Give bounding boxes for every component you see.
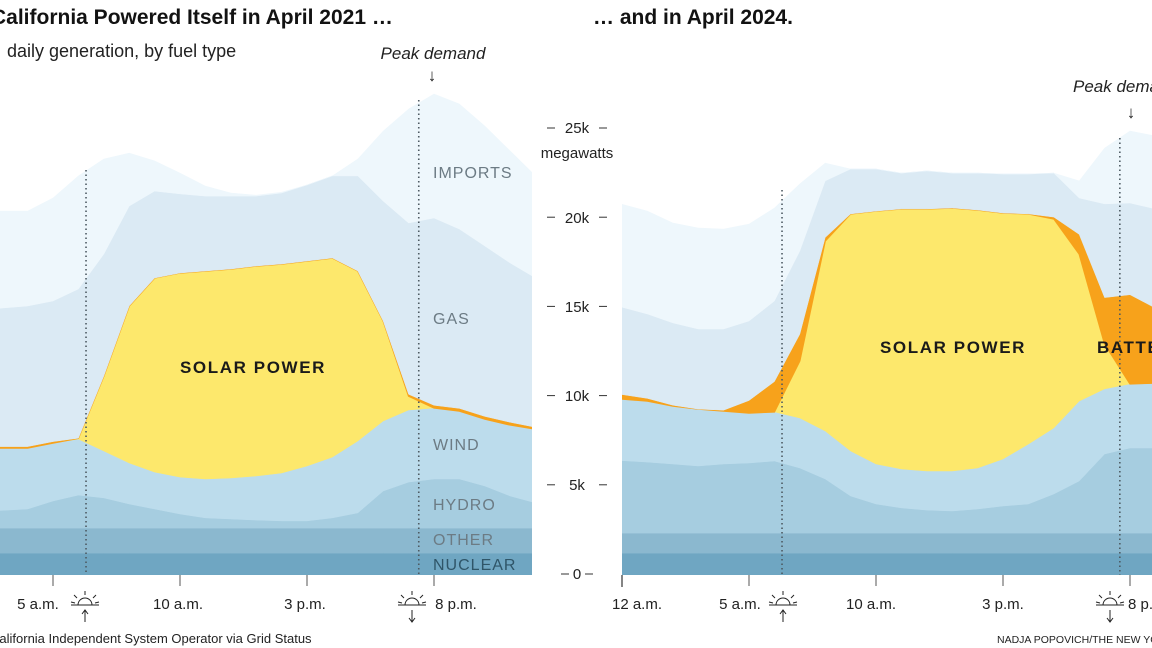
area-other-2024 xyxy=(622,532,1152,554)
x-tick-label: 3 p.m. xyxy=(982,596,1024,613)
label-nuclear: NUCLEAR xyxy=(433,557,516,574)
x-tick-label: 8 p.m. xyxy=(435,596,477,613)
y-tick-label: 5k xyxy=(569,477,585,494)
y-tick-label: 20k xyxy=(565,210,590,227)
label-gas: GAS xyxy=(433,311,470,328)
down-arrow-icon: ↓ xyxy=(428,66,437,85)
y-axis-unit: megawatts xyxy=(541,145,614,162)
peak-demand-label-2024: Peak demand xyxy=(1073,77,1152,96)
label-solar-2021: SOLAR POWER xyxy=(180,358,326,377)
label-other: OTHER xyxy=(433,532,494,549)
x-tick-label: 3 p.m. xyxy=(284,596,326,613)
chart-title-2021: California Powered Itself in April 2021 … xyxy=(0,6,393,29)
chart-2021-areas xyxy=(0,93,532,575)
y-axis: 25k megawatts 20k 15k 10k 5k 0 xyxy=(541,120,614,583)
label-solar-2024: SOLAR POWER xyxy=(880,338,1026,357)
label-hydro: HYDRO xyxy=(433,497,496,514)
label-imports: IMPORTS xyxy=(433,165,513,182)
y-tick-label: 15k xyxy=(565,299,590,316)
area-imports-2024 xyxy=(622,130,1152,330)
x-tick-label: 10 a.m. xyxy=(846,596,896,613)
sunrise-icon xyxy=(768,591,798,622)
x-axis-2024: 12 a.m. 5 a.m. 10 a.m. 3 p.m. 8 p.m. xyxy=(612,596,1152,613)
sunrise-icon xyxy=(70,591,100,622)
area-imports-2021 xyxy=(0,93,532,309)
source-note: California Independent System Operator v… xyxy=(0,631,312,646)
x-axis-2021: 5 a.m. 10 a.m. 3 p.m. 8 p.m. xyxy=(17,596,477,613)
credit-line: NADJA POPOVICH/THE NEW YORK TIMES xyxy=(997,634,1152,646)
x-tick-label: 5 a.m. xyxy=(719,596,761,613)
chart-2024-areas xyxy=(622,130,1152,575)
chart-subtitle: daily generation, by fuel type xyxy=(7,41,236,61)
chart-title-2024: … and in April 2024. xyxy=(593,6,793,29)
down-arrow-icon: ↓ xyxy=(1127,103,1136,122)
y-tick-label: 10k xyxy=(565,388,590,405)
y-tick-label: 25k xyxy=(565,120,590,137)
sunset-icon xyxy=(397,591,427,623)
y-tick-label: 0 xyxy=(573,566,581,583)
label-wind: WIND xyxy=(433,437,480,454)
area-nuclear-2024 xyxy=(622,552,1152,575)
label-batteries: BATTERIES xyxy=(1097,338,1152,357)
sunset-icon xyxy=(1095,591,1125,623)
x-tick-label: 10 a.m. xyxy=(153,596,203,613)
x-tick-label: 12 a.m. xyxy=(612,596,662,613)
x-tick-label: 8 p.m. xyxy=(1128,596,1152,613)
x-tick-label: 5 a.m. xyxy=(17,596,59,613)
peak-demand-label-2021: Peak demand xyxy=(381,44,486,63)
